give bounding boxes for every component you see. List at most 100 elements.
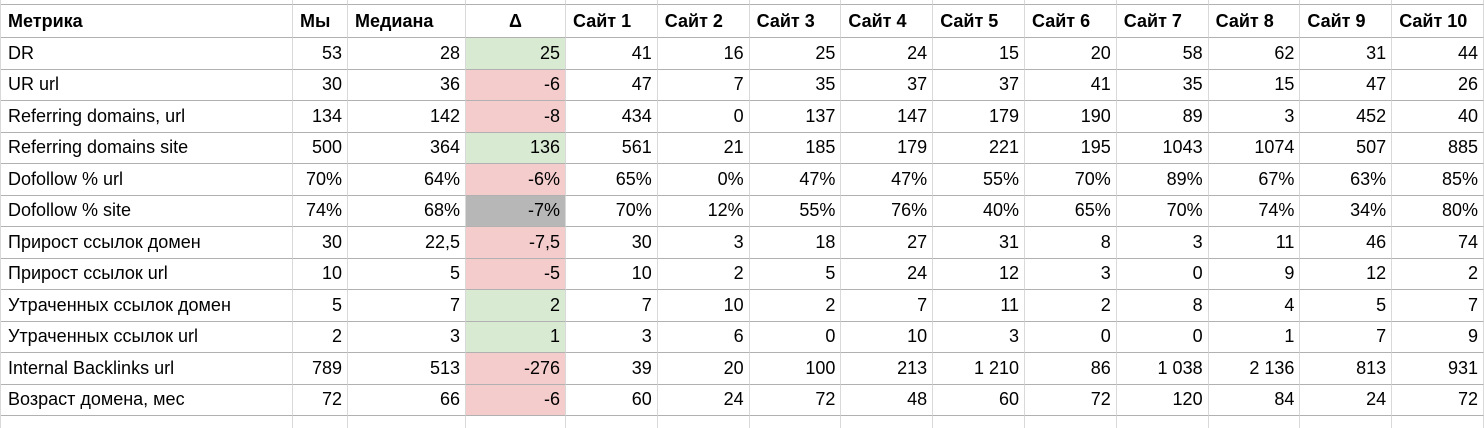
site-value-cell[interactable]: 24 — [841, 38, 934, 70]
site-value-cell[interactable]: 20 — [657, 353, 750, 385]
delta-value-cell[interactable]: -5 — [466, 258, 566, 290]
site-value-cell[interactable]: 72 — [1392, 384, 1484, 416]
delta-value-cell[interactable]: -6 — [466, 384, 566, 416]
we-value-cell[interactable]: 74% — [293, 195, 348, 227]
site-value-cell[interactable]: 70% — [1025, 164, 1117, 196]
site-value-cell[interactable]: 60 — [933, 384, 1025, 416]
site-value-cell[interactable]: 24 — [657, 384, 750, 416]
site-value-cell[interactable]: 12 — [1300, 258, 1393, 290]
we-value-cell[interactable]: 500 — [293, 132, 348, 164]
site-value-cell[interactable]: 39 — [566, 353, 658, 385]
site-value-cell[interactable]: 100 — [749, 353, 842, 385]
site-value-cell[interactable]: 47% — [841, 164, 934, 196]
site-value-cell[interactable]: 9 — [1208, 258, 1301, 290]
metric-name-cell[interactable]: Dofollow % url — [1, 164, 293, 196]
site-value-cell[interactable]: 1 210 — [933, 353, 1025, 385]
metric-name-cell[interactable]: DR — [1, 38, 293, 70]
delta-value-cell[interactable]: -276 — [466, 353, 566, 385]
column-header-сайт-10[interactable]: Сайт 10 — [1392, 5, 1484, 38]
site-value-cell[interactable]: 1074 — [1208, 132, 1301, 164]
delta-value-cell[interactable]: 25 — [466, 38, 566, 70]
site-value-cell[interactable]: 11 — [933, 290, 1025, 322]
site-value-cell[interactable]: 8 — [1025, 227, 1117, 259]
delta-value-cell[interactable]: 2 — [466, 290, 566, 322]
site-value-cell[interactable]: 11 — [1208, 227, 1301, 259]
site-value-cell[interactable]: 931 — [1392, 353, 1484, 385]
metric-name-cell[interactable]: Referring domains, url — [1, 101, 293, 133]
site-value-cell[interactable]: 55% — [749, 195, 842, 227]
site-value-cell[interactable]: 72 — [1025, 384, 1117, 416]
site-value-cell[interactable]: 26 — [1392, 69, 1484, 101]
we-value-cell[interactable]: 789 — [293, 353, 348, 385]
site-value-cell[interactable]: 507 — [1300, 132, 1393, 164]
site-value-cell[interactable]: 70% — [1116, 195, 1209, 227]
site-value-cell[interactable]: 40 — [1392, 101, 1484, 133]
site-value-cell[interactable]: 67% — [1208, 164, 1301, 196]
site-value-cell[interactable]: 0 — [749, 321, 842, 353]
column-header-сайт-6[interactable]: Сайт 6 — [1025, 5, 1117, 38]
site-value-cell[interactable]: 27 — [841, 227, 934, 259]
site-value-cell[interactable]: 7 — [841, 290, 934, 322]
site-value-cell[interactable]: 84 — [1208, 384, 1301, 416]
column-header-сайт-2[interactable]: Сайт 2 — [657, 5, 750, 38]
site-value-cell[interactable]: 89 — [1116, 101, 1209, 133]
site-value-cell[interactable]: 34% — [1300, 195, 1393, 227]
site-value-cell[interactable]: 1 038 — [1116, 353, 1209, 385]
site-value-cell[interactable]: 74% — [1208, 195, 1301, 227]
metric-name-cell[interactable]: Возраст домена, мес — [1, 384, 293, 416]
site-value-cell[interactable]: 85% — [1392, 164, 1484, 196]
site-value-cell[interactable]: 24 — [1300, 384, 1393, 416]
site-value-cell[interactable]: 46 — [1300, 227, 1393, 259]
we-value-cell[interactable]: 72 — [293, 384, 348, 416]
site-value-cell[interactable]: 35 — [1116, 69, 1209, 101]
delta-value-cell[interactable]: -6 — [466, 69, 566, 101]
metric-name-cell[interactable]: UR url — [1, 69, 293, 101]
site-value-cell[interactable]: 0 — [1116, 321, 1209, 353]
site-value-cell[interactable]: 7 — [1392, 290, 1484, 322]
median-value-cell[interactable]: 64% — [348, 164, 466, 196]
column-header-сайт-9[interactable]: Сайт 9 — [1300, 5, 1393, 38]
site-value-cell[interactable]: 15 — [933, 38, 1025, 70]
site-value-cell[interactable]: 813 — [1300, 353, 1393, 385]
site-value-cell[interactable]: 1 — [1208, 321, 1301, 353]
column-header-сайт-5[interactable]: Сайт 5 — [933, 5, 1025, 38]
site-value-cell[interactable]: 62 — [1208, 38, 1301, 70]
we-value-cell[interactable]: 10 — [293, 258, 348, 290]
site-value-cell[interactable]: 31 — [933, 227, 1025, 259]
site-value-cell[interactable]: 190 — [1025, 101, 1117, 133]
site-value-cell[interactable]: 86 — [1025, 353, 1117, 385]
site-value-cell[interactable]: 7 — [657, 69, 750, 101]
site-value-cell[interactable]: 7 — [566, 290, 658, 322]
site-value-cell[interactable]: 3 — [566, 321, 658, 353]
site-value-cell[interactable]: 12% — [657, 195, 750, 227]
median-value-cell[interactable]: 28 — [348, 38, 466, 70]
site-value-cell[interactable]: 41 — [1025, 69, 1117, 101]
site-value-cell[interactable]: 35 — [749, 69, 842, 101]
site-value-cell[interactable]: 12 — [933, 258, 1025, 290]
site-value-cell[interactable]: 2 — [657, 258, 750, 290]
median-value-cell[interactable]: 5 — [348, 258, 466, 290]
site-value-cell[interactable]: 65% — [566, 164, 658, 196]
site-value-cell[interactable]: 434 — [566, 101, 658, 133]
metric-name-cell[interactable]: Referring domains site — [1, 132, 293, 164]
site-value-cell[interactable]: 2 — [1025, 290, 1117, 322]
metric-name-cell[interactable]: Internal Backlinks url — [1, 353, 293, 385]
site-value-cell[interactable]: 76% — [841, 195, 934, 227]
site-value-cell[interactable]: 63% — [1300, 164, 1393, 196]
site-value-cell[interactable]: 44 — [1392, 38, 1484, 70]
site-value-cell[interactable]: 213 — [841, 353, 934, 385]
site-value-cell[interactable]: 30 — [566, 227, 658, 259]
median-value-cell[interactable]: 68% — [348, 195, 466, 227]
metric-name-cell[interactable]: Утраченных ссылок домен — [1, 290, 293, 322]
site-value-cell[interactable]: 185 — [749, 132, 842, 164]
site-value-cell[interactable]: 74 — [1392, 227, 1484, 259]
site-value-cell[interactable]: 0 — [1025, 321, 1117, 353]
median-value-cell[interactable]: 364 — [348, 132, 466, 164]
site-value-cell[interactable]: 2 136 — [1208, 353, 1301, 385]
site-value-cell[interactable]: 6 — [657, 321, 750, 353]
site-value-cell[interactable]: 7 — [1300, 321, 1393, 353]
site-value-cell[interactable]: 8 — [1116, 290, 1209, 322]
site-value-cell[interactable]: 0 — [657, 101, 750, 133]
site-value-cell[interactable]: 40% — [933, 195, 1025, 227]
delta-value-cell[interactable]: 136 — [466, 132, 566, 164]
